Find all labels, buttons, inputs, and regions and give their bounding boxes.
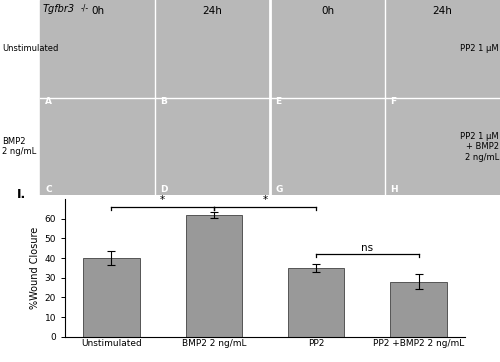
Text: G: G <box>275 185 282 194</box>
Text: ns: ns <box>362 243 374 253</box>
Y-axis label: %Wound Closure: %Wound Closure <box>30 227 40 309</box>
Text: Unstimulated: Unstimulated <box>2 45 59 53</box>
Text: PP2 1 µM: PP2 1 µM <box>460 45 499 53</box>
Text: *: * <box>262 195 268 205</box>
Text: E: E <box>275 97 281 106</box>
Text: -/-: -/- <box>81 4 89 13</box>
Text: 24h: 24h <box>432 6 452 16</box>
Text: 0h: 0h <box>321 6 334 16</box>
Text: 24h: 24h <box>202 6 222 16</box>
Text: C: C <box>45 185 52 194</box>
Text: Tgfbr3: Tgfbr3 <box>42 4 74 14</box>
Text: D: D <box>160 185 168 194</box>
Bar <box>83 258 140 337</box>
Text: F: F <box>390 97 396 106</box>
Text: BMP2
2 ng/mL: BMP2 2 ng/mL <box>2 137 37 156</box>
Text: PP2 1 µM
+ BMP2
2 ng/mL: PP2 1 µM + BMP2 2 ng/mL <box>460 132 499 161</box>
Text: B: B <box>160 97 167 106</box>
Text: I.: I. <box>17 188 26 201</box>
Bar <box>186 215 242 337</box>
Bar <box>390 282 447 337</box>
Text: 0h: 0h <box>91 6 104 16</box>
Text: A: A <box>45 97 52 106</box>
Bar <box>288 268 344 337</box>
Text: H: H <box>390 185 398 194</box>
Text: *: * <box>160 195 165 205</box>
